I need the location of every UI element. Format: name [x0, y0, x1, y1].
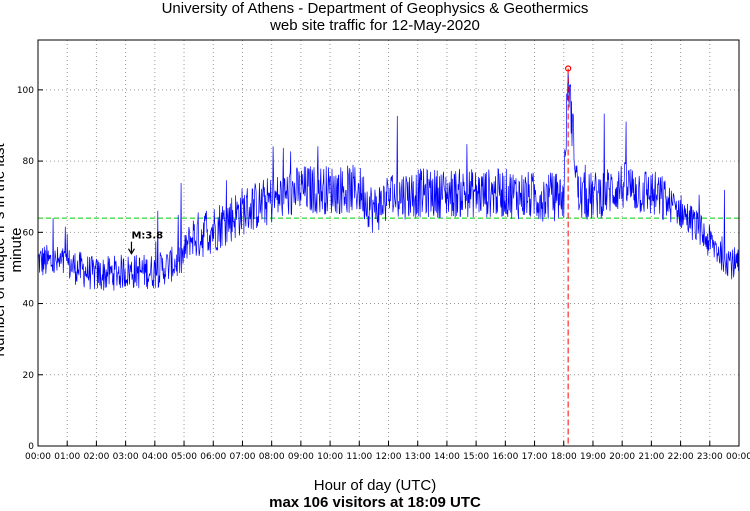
x-tick-label: 07:00 [229, 452, 255, 462]
x-tick-label: 23:00 [697, 452, 723, 462]
y-tick-label: 60 [23, 228, 35, 238]
x-tick-label: 22:00 [668, 452, 694, 462]
x-tick-label: 00:00 [726, 452, 750, 462]
x-tick-label: 12:00 [376, 452, 402, 462]
x-tick-label: 20:00 [609, 452, 635, 462]
x-tick-label: 10:00 [317, 452, 343, 462]
traffic-series-line [37, 72, 740, 291]
x-tick-label: 04:00 [142, 452, 168, 462]
y-tick-label: 0 [28, 442, 34, 452]
x-tick-label: 03:00 [113, 452, 139, 462]
x-tick-label: 09:00 [288, 452, 314, 462]
chart-subtitle: web site traffic for 12-May-2020 [270, 17, 480, 34]
max-point-marker [565, 65, 572, 72]
x-tick-label: 00:00 [25, 452, 51, 462]
y-tick-label: 40 [23, 300, 35, 310]
x-axis-label: Hour of day (UTC) [313, 477, 437, 494]
x-tick-label: 02:00 [83, 452, 109, 462]
chart-title: University of Athens - Department of Geo… [161, 0, 589, 17]
annotation-arrow-head [127, 248, 135, 255]
x-tick-label: 13:00 [405, 452, 431, 462]
x-tick-label: 06:00 [200, 452, 226, 462]
x-tick-label: 01:00 [54, 452, 80, 462]
y-tick-label: 100 [17, 86, 34, 96]
x-tick-label: 11:00 [346, 452, 372, 462]
annotation-label: M:3.8 [131, 231, 163, 242]
x-tick-label: 15:00 [463, 452, 489, 462]
y-tick-label: 80 [23, 157, 35, 167]
y-tick-label: 20 [23, 371, 35, 381]
max-visitors-summary: max 106 visitors at 18:09 UTC [269, 494, 481, 511]
x-tick-label: 18:00 [551, 452, 577, 462]
x-tick-label: 19:00 [580, 452, 606, 462]
plot-frame [37, 39, 740, 447]
x-tick-label: 05:00 [171, 452, 197, 462]
x-tick-label: 17:00 [522, 452, 548, 462]
x-tick-label: 16:00 [492, 452, 518, 462]
x-tick-label: 14:00 [434, 452, 460, 462]
x-tick-label: 21:00 [638, 452, 664, 462]
x-tick-label: 08:00 [259, 452, 285, 462]
